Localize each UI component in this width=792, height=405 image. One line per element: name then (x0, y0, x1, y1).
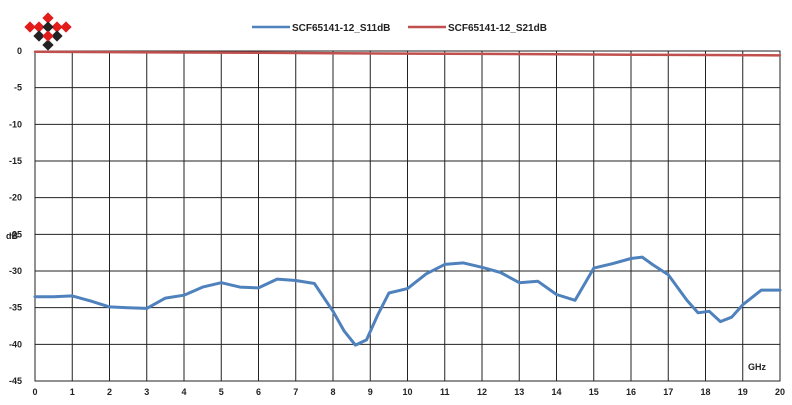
x-tick-label: 0 (32, 387, 37, 397)
y-tick-label: -35 (9, 303, 22, 313)
x-tick-label: 8 (330, 387, 335, 397)
legend: SCF65141-12_S11dB SCF65141-12_S21dB (252, 23, 547, 34)
x-tick-label: 13 (514, 387, 524, 397)
x-tick-label: 17 (663, 387, 673, 397)
y-tick-label: -10 (9, 119, 22, 129)
y-tick-label: 0 (17, 46, 22, 56)
x-tick-label: 1 (70, 387, 75, 397)
x-tick-label: 10 (402, 387, 412, 397)
legend-label-s21: SCF65141-12_S21dB (448, 23, 547, 34)
x-tick-label: 4 (181, 387, 186, 397)
y-axis-ticks: 0 -5 -10 -15 -20 -25 -30 -35 -40 -45 (9, 46, 22, 386)
y-tick-label: -5 (14, 83, 22, 93)
x-tick-label: 2 (107, 387, 112, 397)
x-tick-label: 18 (700, 387, 710, 397)
plot-grid (34, 50, 781, 382)
x-axis-unit-label: GHz (748, 362, 767, 372)
x-tick-label: 20 (775, 387, 785, 397)
x-axis-ticks: 0 1 2 3 4 5 6 7 8 9 10 11 12 13 14 15 16 17 18 19 20 (32, 387, 785, 397)
y-axis-label: dB (6, 231, 18, 241)
y-tick-label: -25 (9, 229, 22, 239)
x-tick-label: 19 (738, 387, 748, 397)
y-tick-label: -15 (9, 156, 22, 166)
series-line-s21 (33, 50, 782, 57)
series-line-s11 (33, 255, 782, 347)
y-tick-label: -20 (9, 193, 22, 203)
y-tick-label: -45 (9, 376, 22, 386)
x-tick-label: 5 (219, 387, 224, 397)
x-tick-label: 15 (589, 387, 599, 397)
data-series (33, 50, 782, 347)
x-tick-label: 11 (440, 387, 450, 397)
x-tick-label: 9 (368, 387, 373, 397)
x-tick-label: 3 (144, 387, 149, 397)
x-tick-label: 7 (293, 387, 298, 397)
legend-label-s11: SCF65141-12_S11dB (292, 23, 390, 34)
x-tick-label: 6 (256, 387, 261, 397)
x-tick-label: 12 (477, 387, 487, 397)
x-tick-label: 16 (626, 387, 636, 397)
red-black-diamond-logo (24, 12, 72, 51)
x-tick-label: 14 (551, 387, 561, 397)
y-tick-label: -40 (9, 339, 22, 349)
y-tick-label: -30 (9, 266, 22, 276)
